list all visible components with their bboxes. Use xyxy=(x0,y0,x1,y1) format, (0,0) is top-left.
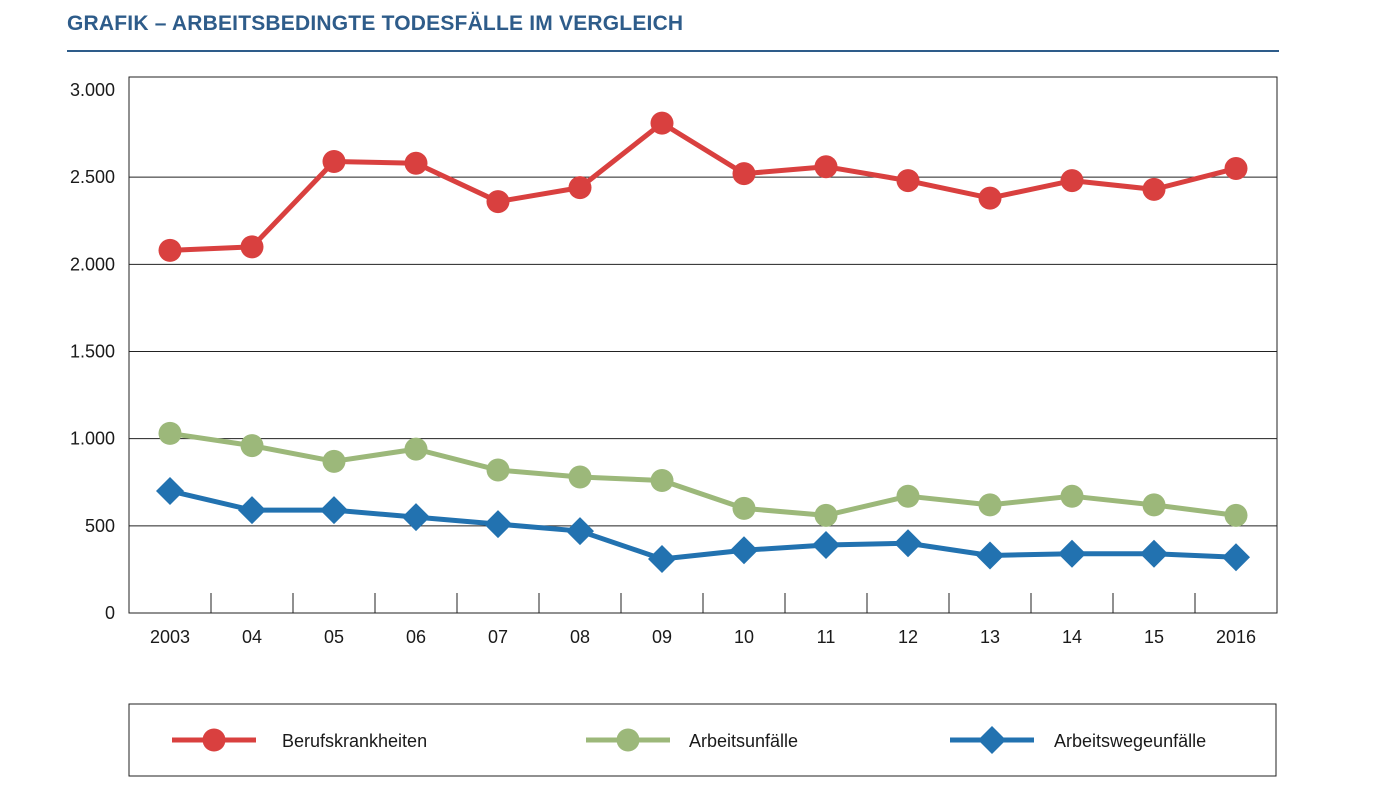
data-point xyxy=(730,536,758,565)
data-point xyxy=(1224,503,1248,527)
y-axis-labels: 0 500 1.000 1.500 2.000 2.500 3.000 xyxy=(70,80,115,623)
data-point xyxy=(732,496,756,520)
data-point xyxy=(1142,493,1166,517)
data-point xyxy=(732,162,756,186)
data-point xyxy=(1224,156,1248,180)
x-tick-label: 04 xyxy=(242,627,262,647)
series-line xyxy=(167,120,1239,253)
x-tick-label: 14 xyxy=(1062,627,1082,647)
data-point xyxy=(1060,169,1084,193)
chart-title: GRAFIK – ARBEITSBEDINGTE TODESFÄLLE IM V… xyxy=(67,12,684,35)
legend-item: Berufskrankheiten xyxy=(172,728,427,752)
data-point xyxy=(238,496,266,525)
y-tick-label: 500 xyxy=(85,516,115,536)
data-point xyxy=(568,465,592,489)
y-tick-label: 1.000 xyxy=(70,429,115,449)
data-point xyxy=(404,151,428,175)
legend-box xyxy=(128,703,1277,777)
data-point xyxy=(814,155,838,179)
data-point xyxy=(240,434,264,458)
plot-frame xyxy=(128,76,1278,614)
data-point xyxy=(1142,177,1166,201)
data-point xyxy=(568,176,592,200)
legend-item: Arbeitsunfälle xyxy=(586,728,798,752)
x-tick-label: 05 xyxy=(324,627,344,647)
series-2 xyxy=(158,421,1248,527)
series-line xyxy=(167,430,1239,518)
x-tick-label: 15 xyxy=(1144,627,1164,647)
series-1 xyxy=(158,111,1248,262)
x-tick-label: 08 xyxy=(570,627,590,647)
x-tick-marks xyxy=(210,593,1196,613)
x-tick-label: 2003 xyxy=(150,627,190,647)
data-point xyxy=(1058,539,1086,568)
data-point xyxy=(322,449,346,473)
data-point xyxy=(896,169,920,193)
x-tick-label: 2016 xyxy=(1216,627,1256,647)
data-point xyxy=(486,190,510,214)
data-point xyxy=(1060,484,1084,508)
data-point xyxy=(240,235,264,259)
gridlines xyxy=(129,176,1277,527)
data-point xyxy=(566,517,594,546)
data-point xyxy=(1140,539,1168,568)
series-group xyxy=(156,111,1250,573)
data-point xyxy=(158,421,182,445)
data-point xyxy=(896,484,920,508)
x-axis-labels: 2003 04 05 06 07 08 09 10 11 12 13 14 15 2016 xyxy=(150,627,1256,647)
legend-marker xyxy=(202,728,226,752)
legend: Berufskrankheiten Arbeitsunfälle Arbeitswe… xyxy=(172,726,1206,754)
data-point xyxy=(322,149,346,173)
y-tick-label: 2.500 xyxy=(70,167,115,187)
data-point xyxy=(976,541,1004,570)
y-tick-label: 0 xyxy=(105,603,115,623)
x-tick-label: 06 xyxy=(406,627,426,647)
data-point xyxy=(486,458,510,482)
legend-label: Arbeitswegeunfälle xyxy=(1054,731,1206,751)
data-point xyxy=(648,544,676,573)
data-point xyxy=(894,529,922,558)
legend-marker xyxy=(978,726,1006,754)
data-point xyxy=(404,437,428,461)
data-point xyxy=(158,238,182,262)
x-tick-label: 13 xyxy=(980,627,1000,647)
x-tick-label: 07 xyxy=(488,627,508,647)
data-point xyxy=(156,476,184,505)
x-tick-label: 11 xyxy=(817,627,836,647)
data-point xyxy=(320,496,348,525)
y-tick-label: 1.500 xyxy=(70,342,115,362)
series-3 xyxy=(156,476,1250,573)
data-point xyxy=(650,111,674,135)
data-point xyxy=(814,503,838,527)
data-point xyxy=(978,493,1002,517)
data-point xyxy=(650,469,674,493)
title-underline xyxy=(67,50,1279,52)
data-point xyxy=(402,503,430,532)
data-point xyxy=(812,531,840,560)
data-point xyxy=(484,510,512,539)
x-tick-label: 10 xyxy=(734,627,754,647)
y-tick-label: 2.000 xyxy=(70,254,115,274)
legend-label: Arbeitsunfälle xyxy=(689,731,798,751)
data-point xyxy=(1222,543,1250,572)
data-point xyxy=(978,186,1002,210)
x-tick-label: 12 xyxy=(898,627,918,647)
x-tick-label: 09 xyxy=(652,627,672,647)
legend-item: Arbeitswegeunfälle xyxy=(950,726,1206,754)
legend-marker xyxy=(616,728,640,752)
legend-label: Berufskrankheiten xyxy=(282,731,427,751)
y-tick-label: 3.000 xyxy=(70,80,115,100)
